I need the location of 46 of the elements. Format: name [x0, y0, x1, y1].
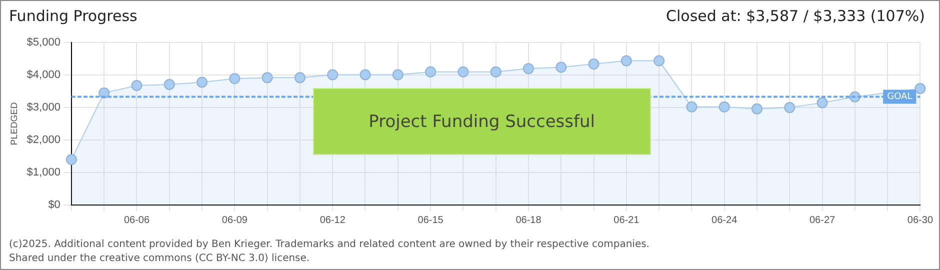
x-tick-label: 06-09 [222, 214, 248, 226]
y-tick-label: $5,000 [26, 36, 60, 49]
point [718, 101, 730, 112]
point [556, 62, 567, 73]
point [490, 66, 502, 78]
point [327, 69, 338, 80]
point [164, 79, 175, 90]
chart-subtitle: Closed at: $3,587 / $3,333 (107%) [666, 7, 925, 25]
x-tick-label: 06-06 [124, 214, 150, 226]
x-tick-label: 06-24 [712, 214, 738, 226]
point [262, 72, 273, 84]
banner: Project Funding Successful [312, 88, 652, 156]
point [196, 76, 208, 88]
text: Shared under the creative commons (CC BY-NC 3.0) license. [9, 253, 310, 264]
text: (c)2025. Additional content provided by Ben Krieger. Trademarks and related content are owned by their respective companies. [9, 239, 650, 250]
point [816, 97, 828, 108]
x-tick-label: 06-21 [614, 214, 640, 226]
chart-title: Funding Progress [9, 7, 138, 25]
y-tick-label: $3,000 [26, 102, 60, 114]
point [425, 66, 436, 78]
point [229, 73, 240, 84]
x-tick-label: 06-27 [809, 214, 836, 226]
point [131, 80, 142, 91]
x-tick-label: 06-30 [907, 214, 934, 226]
point [392, 69, 404, 80]
point [654, 55, 665, 66]
point [66, 154, 77, 166]
point [294, 72, 306, 84]
point [522, 63, 534, 74]
point [620, 55, 632, 66]
x-tick-label: 06-18 [516, 214, 542, 226]
x-tick-label: 06-12 [320, 214, 346, 226]
point [784, 102, 796, 114]
point [588, 58, 600, 70]
point [360, 69, 371, 80]
point [458, 66, 469, 78]
y-tick-label: $0 [48, 199, 60, 212]
y-tick-label: $2,000 [26, 134, 60, 146]
point [686, 101, 698, 112]
y-axis-title: PLEDGED [8, 102, 19, 146]
point [914, 82, 926, 94]
x-tick-label: 06-15 [418, 214, 444, 226]
y-tick-label: $1,000 [26, 166, 60, 179]
y-tick-label: $4,000 [26, 69, 60, 82]
point [751, 103, 762, 114]
ref-line-label: GOAL [887, 92, 912, 102]
